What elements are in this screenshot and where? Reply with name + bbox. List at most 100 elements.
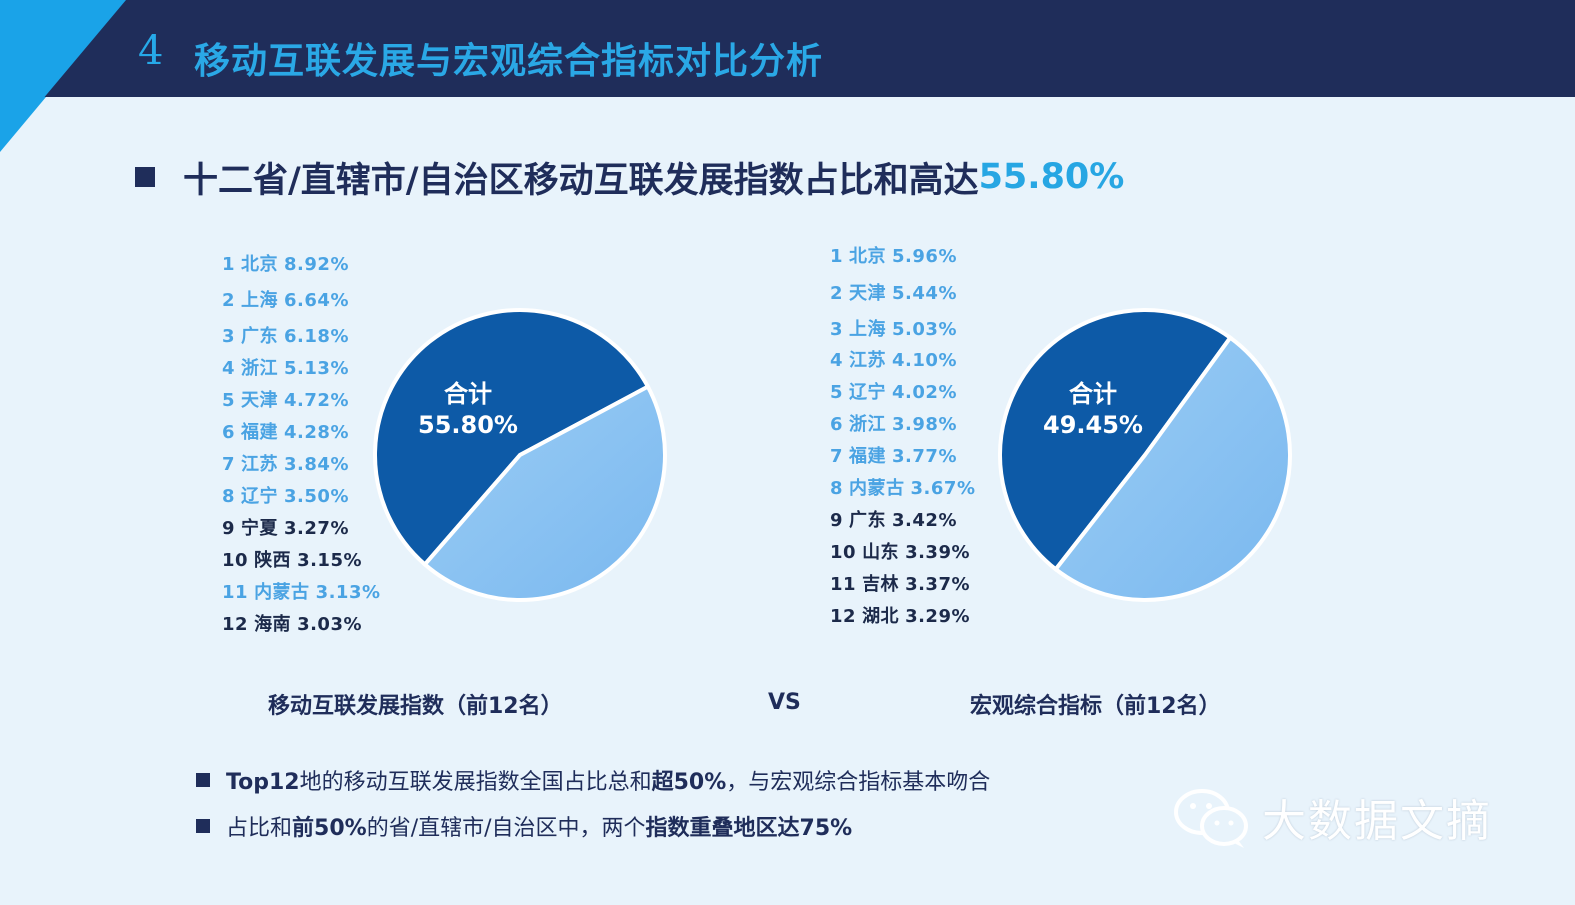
ranking-region: 浙江: [849, 414, 887, 435]
headline-bullet-square: [135, 167, 155, 187]
pie-chart-macro-index: 合计 49.45%: [997, 307, 1292, 602]
bullet-text-bold: 前50%: [292, 816, 367, 841]
slide-number: 4: [138, 28, 164, 74]
bullet-text-bold: 超50%: [651, 770, 727, 795]
pie-center-label-title: 合计: [444, 380, 492, 408]
ranking-value: 3.03%: [297, 614, 363, 635]
slide-title: 移动互联发展与宏观综合指标对比分析: [194, 41, 824, 82]
ranking-rank: 4: [830, 350, 844, 371]
ranking-item: 4 浙江 5.13%: [222, 354, 349, 380]
pie-chart-mobile-index: 合计 55.80%: [373, 308, 667, 602]
headline-text: 十二省/直辖市/自治区移动互联发展指数占比和高达: [183, 160, 979, 201]
ranking-rank: 1: [222, 254, 236, 275]
ranking-rank: 9: [830, 510, 844, 531]
ranking-rank: 3: [222, 326, 236, 347]
ranking-rank: 8: [222, 486, 236, 507]
corner-accent-tail: [0, 97, 46, 152]
bullet-square: [196, 819, 210, 833]
headline-value: 55.80%: [978, 157, 1125, 197]
ranking-item: 11 内蒙古 3.13%: [222, 578, 381, 604]
ranking-region: 福建: [241, 422, 279, 443]
ranking-rank: 11: [222, 582, 249, 603]
bullet-text: 占比和前50%的省/直辖市/自治区中，两个指数重叠地区达75%: [226, 810, 852, 842]
ranking-value: 3.37%: [905, 574, 971, 595]
ranking-rank: 1: [830, 246, 844, 267]
ranking-region: 海南: [254, 614, 292, 635]
pie-center-label-value: 49.45%: [1043, 411, 1143, 439]
ranking-rank: 6: [222, 422, 236, 443]
ranking-region: 广东: [241, 326, 279, 347]
ranking-rank: 5: [830, 382, 844, 403]
pie-center-label-title: 合计: [1069, 380, 1117, 408]
ranking-value: 3.67%: [910, 478, 976, 499]
ranking-item: 3 上海 5.03%: [830, 315, 957, 341]
ranking-item: 2 天津 5.44%: [830, 279, 957, 305]
ranking-value: 3.13%: [315, 582, 381, 603]
ranking-value: 4.02%: [892, 382, 957, 403]
caption-mobile-index: 移动互联发展指数（前12名）: [268, 694, 563, 719]
ranking-item: 4 江苏 4.10%: [830, 346, 957, 372]
ranking-item: 8 内蒙古 3.67%: [830, 474, 975, 500]
ranking-value: 6.64%: [284, 290, 349, 311]
ranking-item: 5 天津 4.72%: [222, 386, 349, 412]
ranking-value: 5.03%: [892, 319, 957, 340]
bullet-text-run: 占比和: [226, 816, 293, 841]
ranking-value: 4.28%: [284, 422, 349, 443]
ranking-item: 6 浙江 3.98%: [830, 410, 957, 436]
ranking-rank: 2: [830, 283, 844, 304]
ranking-value: 5.13%: [284, 358, 349, 379]
ranking-region: 陕西: [254, 550, 292, 571]
pie-center-label-value: 55.80%: [418, 411, 518, 439]
ranking-item: 2 上海 6.64%: [222, 286, 349, 312]
ranking-value: 3.50%: [284, 486, 349, 507]
ranking-item: 12 海南 3.03%: [222, 610, 362, 636]
ranking-item: 6 福建 4.28%: [222, 418, 349, 444]
watermark: 大数据文摘: [1172, 784, 1492, 850]
ranking-region: 辽宁: [849, 382, 887, 403]
ranking-region: 浙江: [241, 358, 279, 379]
bullet-text-bold: Top12: [226, 770, 300, 795]
ranking-value: 3.84%: [284, 454, 349, 475]
ranking-region: 山东: [862, 542, 900, 563]
ranking-region: 北京: [849, 246, 887, 267]
ranking-region: 上海: [849, 319, 887, 340]
ranking-region: 宁夏: [241, 518, 279, 539]
ranking-item: 9 宁夏 3.27%: [222, 514, 349, 540]
ranking-rank: 7: [222, 454, 236, 475]
ranking-item: 7 福建 3.77%: [830, 442, 957, 468]
bullet-text-run: 的省/直辖市/自治区中，两个: [366, 816, 646, 841]
ranking-item: 1 北京 8.92%: [222, 250, 349, 276]
ranking-region: 湖北: [862, 606, 900, 627]
ranking-rank: 8: [830, 478, 844, 499]
ranking-value: 3.27%: [284, 518, 349, 539]
pie-slice-remainder: [422, 383, 667, 602]
ranking-item: 9 广东 3.42%: [830, 506, 957, 532]
ranking-item: 5 辽宁 4.02%: [830, 378, 957, 404]
ranking-item: 3 广东 6.18%: [222, 322, 349, 348]
ranking-value: 3.29%: [905, 606, 971, 627]
bullet-text-run: ，与宏观综合指标基本吻合: [726, 770, 991, 795]
ranking-region: 江苏: [241, 454, 279, 475]
ranking-item: 12 湖北 3.29%: [830, 602, 970, 628]
ranking-item: 10 陕西 3.15%: [222, 546, 362, 572]
ranking-region: 北京: [241, 254, 279, 275]
ranking-item: 7 江苏 3.84%: [222, 450, 349, 476]
ranking-rank: 12: [830, 606, 857, 627]
header-bar: 4 移动互联发展与宏观综合指标对比分析: [0, 0, 1575, 150]
ranking-item: 11 吉林 3.37%: [830, 570, 970, 596]
caption-vs: VS: [768, 690, 801, 715]
ranking-region: 广东: [849, 510, 887, 531]
ranking-rank: 2: [222, 290, 236, 311]
ranking-value: 5.96%: [892, 246, 957, 267]
ranking-rank: 7: [830, 446, 844, 467]
ranking-value: 6.18%: [284, 326, 349, 347]
bullet-text: Top12地的移动互联发展指数全国占比总和超50%，与宏观综合指标基本吻合: [226, 764, 990, 796]
ranking-value: 3.42%: [892, 510, 957, 531]
headline: 十二省/直辖市/自治区移动互联发展指数占比和高达 55.80%: [135, 152, 1124, 202]
ranking-rank: 5: [222, 390, 236, 411]
pie-slice-remainder: [1052, 334, 1292, 602]
ranking-region: 江苏: [849, 350, 887, 371]
ranking-value: 3.77%: [892, 446, 957, 467]
watermark-text: 大数据文摘: [1262, 796, 1492, 847]
ranking-region: 内蒙古: [849, 478, 905, 499]
